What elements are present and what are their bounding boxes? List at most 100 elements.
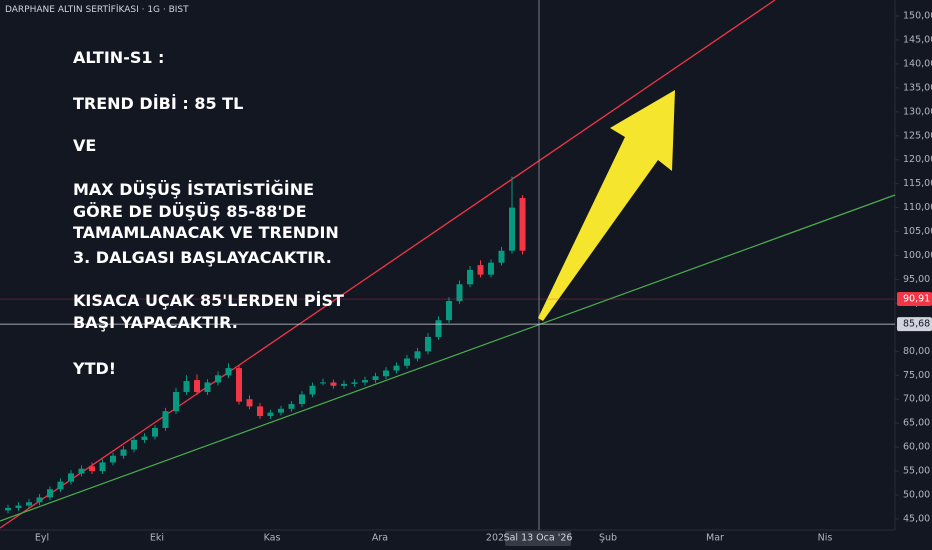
candle-body [5,507,11,511]
annotation-text: MAX DÜŞÜŞ İSTATİSTİĞİNE [73,180,314,199]
candle-body [267,412,274,416]
candle-body [425,336,431,352]
candle-body [435,320,442,337]
trend-line [0,0,776,529]
crosshair-label: Sal 13 Oca '26 [504,533,573,544]
candle-body [498,250,505,263]
annotation-text: GÖRE DE DÜŞÜŞ 85-88'DE [73,202,307,221]
arrow [538,90,675,321]
candle-body [383,370,389,377]
y-tick-label: 50,00 [903,490,930,501]
candle-body [141,436,148,440]
candle-body [194,380,200,393]
candle-body [99,462,106,472]
candle-body [120,449,127,456]
candle-body [131,439,137,450]
annotation-text: TAMAMLANACAK VE TRENDIN [73,223,339,242]
candle-body [309,385,316,395]
y-tick-label: 130,00 [903,106,932,117]
candle-body [372,376,379,381]
price-badge [897,292,932,307]
candle-body [351,382,358,384]
x-tick-label: Mar [706,533,724,544]
candle-body [57,481,64,490]
y-tick-label: 115,00 [903,178,932,189]
y-tick-label: 100,00 [903,250,932,261]
candle-body [162,411,169,428]
price-label: 90,91 [903,294,930,305]
candle-body [330,382,337,386]
annotation-text: KISACA UÇAK 85'LERDEN PİST [73,291,344,310]
candle-body [456,284,463,302]
annotation-text: VE [73,136,96,155]
candle-body [47,489,53,498]
candle-body [288,404,295,409]
candle-body [509,207,515,251]
annotation-text: TREND DİBİ : 85 TL [73,94,243,113]
y-tick-label: 150,00 [903,10,932,21]
y-tick-label: 55,00 [903,466,930,477]
candle-body [246,399,253,407]
x-tick-label: Eyl [35,533,49,544]
candle-body [404,358,410,366]
x-tick-label: 2026 [486,533,510,544]
annotation-text: YTD! [72,359,116,378]
annotation-text: BAŞI YAPACAKTIR. [73,313,238,332]
candle-body [78,468,85,474]
x-tick-label: Ara [372,533,388,544]
candle-body [393,365,400,371]
y-tick-label: 70,00 [903,394,930,405]
x-tick-label: Şub [599,533,617,544]
candle-body [519,198,526,251]
y-tick-label: 105,00 [903,226,932,237]
y-tick-label: 75,00 [903,370,930,381]
chart-title: DARPHANE ALTIN SERTİFİKASI · 1G · BIST [5,4,189,15]
x-tick-label: Eki [150,533,164,544]
candle-body [362,380,368,383]
candle-body [467,269,473,285]
y-tick-label: 45,00 [903,513,930,524]
y-tick-label: 65,00 [903,418,930,429]
price-badge [897,317,932,332]
y-tick-label: 80,00 [903,346,930,357]
candle-body [225,368,232,376]
candle-body [89,466,95,472]
candle-body [341,383,347,386]
crosshair-badge [505,531,571,546]
y-tick-label: 95,00 [903,274,930,285]
x-tick-label: Kas [264,533,281,544]
candle-body [215,375,221,383]
y-tick-label: 135,00 [903,82,932,93]
candle-body [36,497,43,503]
trend-line [0,194,896,522]
candle-body [278,408,284,413]
candle-body [477,265,484,275]
y-tick-label: 145,00 [903,34,932,45]
y-tick-label: 140,00 [903,58,932,69]
annotation-text: 3. DALGASI BAŞLAYACAKTIR. [73,248,332,267]
candle-body [152,427,158,437]
y-tick-label: 60,00 [903,442,930,453]
annotation-text: ALTIN-S1 : [73,48,164,67]
y-tick-label: 125,00 [903,130,932,141]
y-tick-label: 110,00 [903,202,932,213]
candle-body [110,455,116,463]
candle-body [183,381,190,393]
candle-body [320,382,326,384]
candle-body [26,502,32,506]
x-tick-label: Nis [818,533,833,544]
candle-body [488,262,494,275]
candle-body [173,392,179,412]
candle-body [414,351,421,359]
candle-body [204,382,211,393]
candle-body [236,368,242,402]
candle-body [15,505,22,508]
candle-body [299,394,305,405]
candle-body [257,406,263,416]
candle-body [446,301,452,321]
price-label: 85,68 [903,319,930,330]
y-tick-label: 120,00 [903,154,932,165]
